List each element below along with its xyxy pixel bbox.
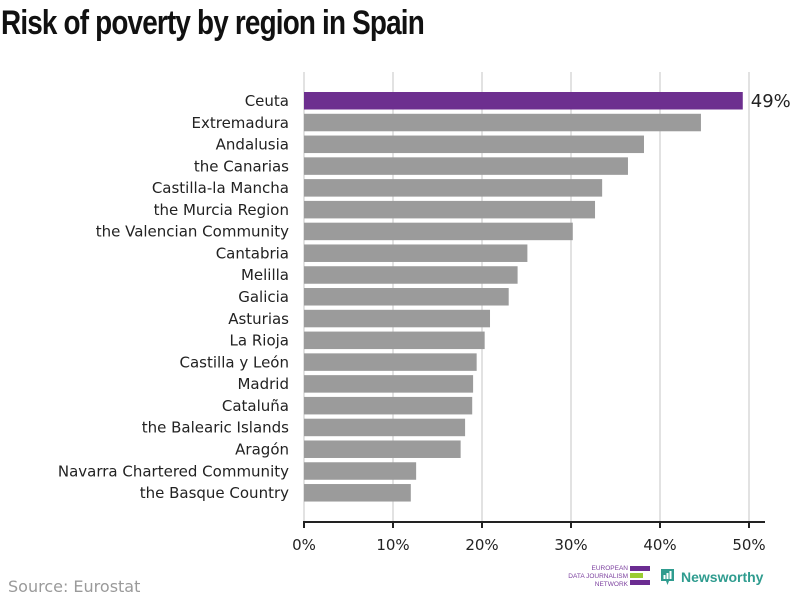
chart-title: Risk of poverty by region in Spain [1, 4, 425, 42]
bar-the-basque-country [304, 484, 411, 502]
category-label: the Basque Country [140, 484, 289, 502]
bar-the-valencian-community [304, 222, 573, 241]
bars [304, 92, 743, 502]
bar-navarra-chartered-community [304, 462, 417, 480]
bar-the-balearic-islands [304, 418, 466, 437]
category-label: the Balearic Islands [142, 419, 289, 437]
x-axis: 0% 10% 20% 30% 40% 50% [292, 521, 766, 554]
category-label: Castilla-la Mancha [152, 179, 289, 197]
annotations: 49% [751, 91, 791, 112]
category-labels: Ceuta Extremadura Andalusia the Canarias Cas… [58, 92, 289, 502]
category-label: Ceuta [245, 92, 289, 110]
category-label: Asturias [228, 310, 289, 328]
x-tick-label: 50% [732, 536, 765, 554]
ejn-logo: EUROPEAN DATA JOURNALISM NETWORK [566, 565, 650, 589]
newsworthy-chart-icon [661, 569, 674, 585]
bar-galicia [304, 288, 509, 306]
bar-asturias [304, 309, 491, 328]
x-tick-label: 10% [376, 536, 409, 554]
category-label: Castilla y León [180, 353, 289, 371]
bar-ceuta [304, 92, 743, 110]
bar-arag-n [304, 440, 461, 458]
bar-melilla [304, 266, 518, 284]
x-tick-label: 20% [465, 536, 498, 554]
bar-extremadura [304, 113, 701, 132]
category-label: Cataluña [222, 397, 289, 415]
ejn-logo-mark [630, 566, 650, 587]
category-label: La Rioja [230, 332, 289, 350]
category-label: Andalusia [216, 136, 289, 154]
category-label: the Murcia Region [154, 201, 289, 219]
ejn-logo-text: EUROPEAN DATA JOURNALISM NETWORK [568, 565, 628, 588]
category-label: Melilla [241, 266, 289, 284]
category-label: Cantabria [216, 244, 289, 262]
category-label: the Valencian Community [96, 223, 289, 241]
x-tick-label: 30% [554, 536, 587, 554]
bar-castilla-la-mancha [304, 179, 603, 197]
bar-madrid [304, 375, 474, 393]
newsworthy-logo: Newsworthy [660, 566, 763, 588]
newsworthy-label: Newsworthy [681, 569, 764, 585]
x-tick-label: 40% [643, 536, 676, 554]
bar-the-murcia-region [304, 200, 596, 219]
category-label: Galicia [238, 288, 289, 306]
category-label: Navarra Chartered Community [58, 462, 289, 480]
bar-cantabria [304, 244, 528, 262]
bar-castilla-y-le-n [304, 353, 477, 371]
bar-andalusia [304, 135, 644, 154]
source-note: Source: Eurostat [8, 577, 141, 596]
category-label: the Canarias [194, 157, 289, 175]
bar-the-canarias [304, 157, 628, 175]
category-label: Madrid [237, 375, 289, 393]
category-label: Aragón [235, 440, 289, 458]
category-label: Extremadura [192, 114, 290, 132]
bar-la-rioja [304, 331, 485, 350]
bar-catalu-a [304, 396, 473, 415]
value-label: 49% [751, 91, 791, 112]
x-tick-label: 0% [292, 536, 316, 554]
